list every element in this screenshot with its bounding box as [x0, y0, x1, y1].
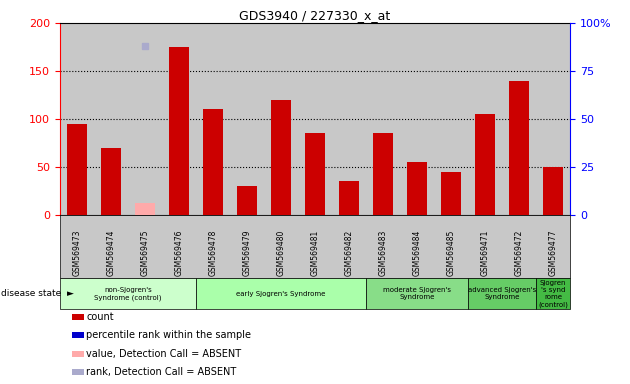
Title: GDS3940 / 227330_x_at: GDS3940 / 227330_x_at [239, 9, 391, 22]
Bar [101, 148, 121, 215]
Text: rank, Detection Call = ABSENT: rank, Detection Call = ABSENT [86, 367, 236, 377]
Bar [271, 100, 291, 215]
Text: GSM569473: GSM569473 [72, 230, 81, 276]
Bar [237, 186, 257, 215]
Bar [169, 47, 189, 215]
Bar [373, 134, 393, 215]
Text: GSM569484: GSM569484 [413, 230, 421, 276]
Text: GSM569472: GSM569472 [515, 230, 524, 276]
Bar [509, 81, 529, 215]
Text: early Sjogren's Syndrome: early Sjogren's Syndrome [236, 291, 326, 297]
Text: Sjogren
's synd
rome
(control): Sjogren 's synd rome (control) [538, 280, 568, 308]
Text: GSM569476: GSM569476 [175, 230, 183, 276]
Text: GSM569474: GSM569474 [106, 230, 115, 276]
Bar [339, 182, 359, 215]
Bar [305, 134, 325, 215]
Bar [475, 114, 495, 215]
Text: GSM569477: GSM569477 [549, 230, 558, 276]
Bar [135, 203, 155, 215]
Text: non-Sjogren's
Syndrome (control): non-Sjogren's Syndrome (control) [94, 287, 162, 301]
Bar [407, 162, 427, 215]
Text: count: count [86, 312, 114, 322]
Text: GSM569483: GSM569483 [379, 230, 387, 276]
Text: GSM569482: GSM569482 [345, 230, 353, 276]
Text: GSM569478: GSM569478 [209, 230, 217, 276]
Text: GSM569479: GSM569479 [243, 230, 251, 276]
Text: GSM569485: GSM569485 [447, 230, 455, 276]
Text: GSM569481: GSM569481 [311, 230, 319, 276]
Text: advanced Sjogren's
Syndrome: advanced Sjogren's Syndrome [468, 287, 536, 300]
Text: GSM569471: GSM569471 [481, 230, 490, 276]
Text: GSM569480: GSM569480 [277, 230, 285, 276]
Text: disease state  ►: disease state ► [1, 289, 74, 298]
Bar [441, 172, 461, 215]
Bar [543, 167, 563, 215]
Bar [67, 124, 87, 215]
Text: percentile rank within the sample: percentile rank within the sample [86, 330, 251, 340]
Bar [203, 109, 223, 215]
Text: moderate Sjogren's
Syndrome: moderate Sjogren's Syndrome [383, 287, 451, 300]
Text: GSM569475: GSM569475 [140, 230, 149, 276]
Text: value, Detection Call = ABSENT: value, Detection Call = ABSENT [86, 349, 241, 359]
